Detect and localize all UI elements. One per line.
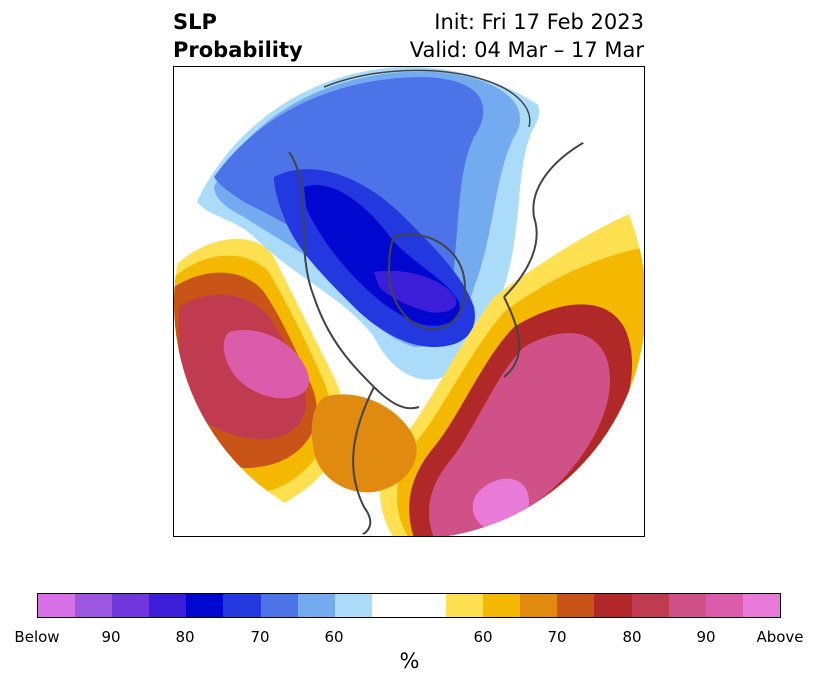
title-line-2: Probability — [173, 38, 303, 62]
colorbar-ticks: Below 90 80 70 60 60 70 80 90 Above — [0, 628, 819, 648]
colorbar-tick-label: 60 — [473, 628, 493, 646]
colorbar-tick-label: 60 — [324, 628, 344, 646]
chart-title: SLP Probability — [173, 8, 303, 64]
colorbar-segment — [223, 594, 261, 617]
coastline-greenland — [387, 233, 466, 331]
colorbar-label: % — [399, 649, 420, 673]
colorbar — [37, 593, 781, 618]
map-panel — [173, 66, 645, 537]
title-line-1: SLP — [173, 10, 217, 34]
valid-range: Valid: 04 Mar – 17 Mar — [409, 38, 644, 62]
colorbar-segment — [631, 594, 669, 617]
slp-probability-map — [174, 67, 644, 536]
colorbar-segment — [186, 594, 224, 617]
colorbar-segment — [594, 594, 632, 617]
colorbar-segment — [112, 594, 150, 617]
init-date: Init: Fri 17 Feb 2023 — [434, 10, 644, 34]
above-atlantic-90 — [429, 333, 610, 536]
colorbar-tick-label: 80 — [175, 628, 195, 646]
colorbar-segment — [705, 594, 743, 617]
coastline-europe — [503, 136, 595, 378]
coastline-north-america — [288, 151, 420, 536]
colorbar-segment — [668, 594, 706, 617]
colorbar-tick-label: 80 — [622, 628, 642, 646]
colorbar-segment — [520, 594, 558, 617]
above-us-region — [311, 394, 417, 493]
colorbar-tick-label: Above — [756, 628, 804, 646]
colorbar-segment — [334, 594, 372, 617]
colorbar-segment — [260, 594, 298, 617]
colorbar-tick-label: Below — [14, 628, 60, 646]
colorbar-tick-label: 70 — [547, 628, 567, 646]
colorbar-tick-label: 90 — [101, 628, 121, 646]
map-fill — [174, 67, 644, 536]
colorbar-segment — [38, 594, 76, 617]
colorbar-segment — [297, 594, 335, 617]
date-info: Init: Fri 17 Feb 2023 Valid: 04 Mar – 17… — [410, 8, 644, 64]
colorbar-segment — [742, 594, 780, 617]
colorbar-segment — [557, 594, 595, 617]
colorbar-tick-label: 70 — [250, 628, 270, 646]
colorbar-tick-label: 90 — [696, 628, 716, 646]
colorbar-segment — [446, 594, 484, 617]
colorbar-segment — [483, 594, 521, 617]
colorbar-segment — [149, 594, 187, 617]
above-pacific-peak — [223, 329, 310, 399]
colorbar-segment — [75, 594, 113, 617]
colorbar-segment — [371, 594, 447, 617]
coastline-asia — [323, 69, 531, 128]
below-peak-region — [374, 270, 457, 313]
